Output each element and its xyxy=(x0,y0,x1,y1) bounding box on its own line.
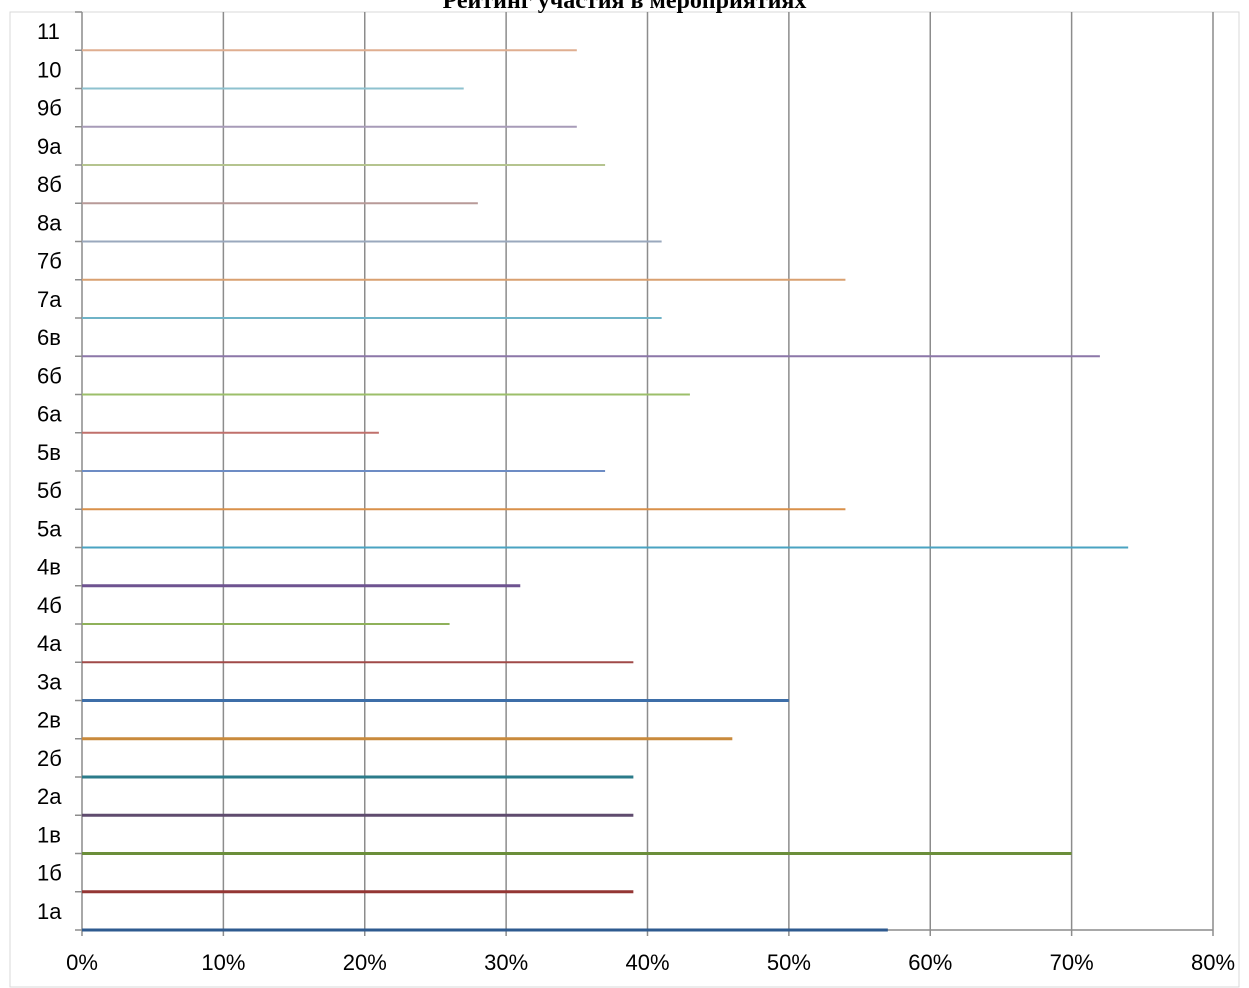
x-tick-label: 50% xyxy=(767,950,811,975)
y-category-label: 1в xyxy=(37,822,61,847)
y-category-label: 10 xyxy=(37,57,61,82)
y-category-label: 4а xyxy=(37,631,62,656)
y-category-label: 8б xyxy=(37,172,62,197)
y-category-label: 1б xyxy=(37,861,62,886)
x-tick-label: 60% xyxy=(908,950,952,975)
y-category-label: 6а xyxy=(37,402,62,427)
y-category-label: 2в xyxy=(37,708,61,733)
y-category-label: 5в xyxy=(37,440,61,465)
x-tick-label: 20% xyxy=(343,950,387,975)
x-tick-label: 0% xyxy=(66,950,98,975)
y-category-label: 9а xyxy=(37,134,62,159)
y-category-label: 9б xyxy=(37,96,62,121)
y-category-label: 4в xyxy=(37,555,61,580)
chart-title: Рейтинг участия в мероприятиях xyxy=(442,0,807,14)
y-category-label: 2б xyxy=(37,746,62,771)
y-category-label: 2а xyxy=(37,784,62,809)
y-category-label: 5б xyxy=(37,478,62,503)
y-category-label: 7а xyxy=(37,287,62,312)
chart-frame xyxy=(9,11,1240,988)
y-category-label: 8а xyxy=(37,210,62,235)
y-category-label: 3а xyxy=(37,669,62,694)
y-category-label: 1а xyxy=(37,899,62,924)
y-category-label: 5а xyxy=(37,516,62,541)
y-category-label: 11 xyxy=(37,19,60,44)
x-tick-label: 10% xyxy=(201,950,245,975)
x-tick-label: 70% xyxy=(1050,950,1094,975)
x-tick-label: 30% xyxy=(484,950,528,975)
x-tick-label: 40% xyxy=(625,950,669,975)
y-category-label: 6в xyxy=(37,325,61,350)
x-tick-label: 80% xyxy=(1191,950,1235,975)
y-category-label: 6б xyxy=(37,363,62,388)
y-category-label: 4б xyxy=(37,593,62,618)
y-category-label: 7б xyxy=(37,249,62,274)
